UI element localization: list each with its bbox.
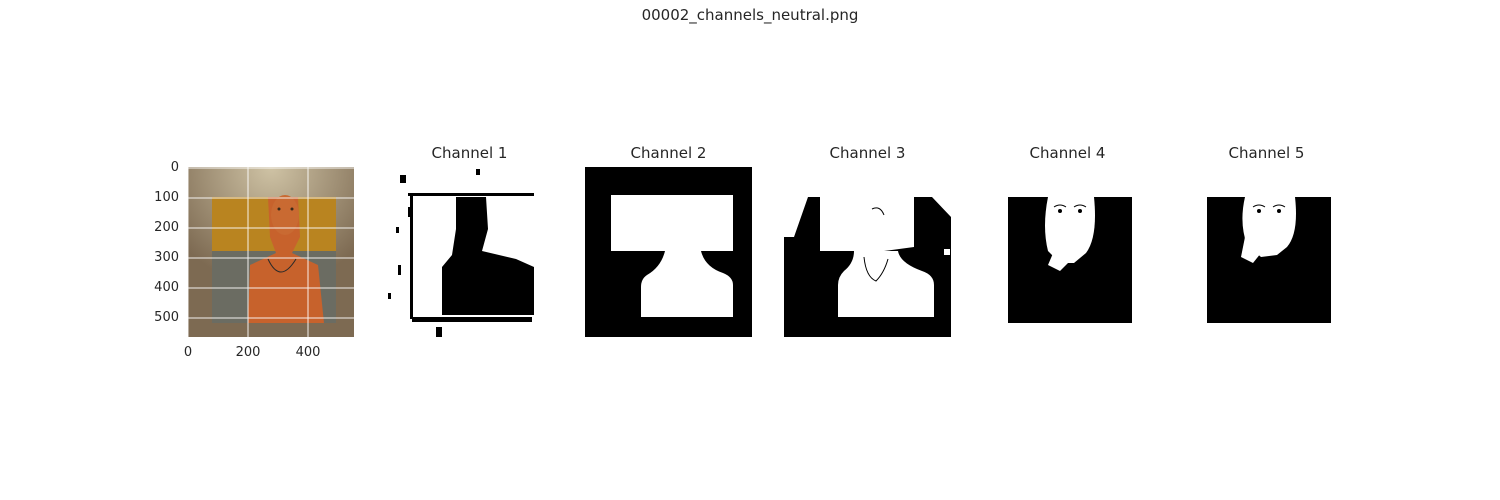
channel-2-mask	[585, 167, 752, 337]
y-tick-label: 0	[170, 160, 179, 175]
x-tick-label: 400	[295, 345, 321, 360]
original-image	[187, 167, 354, 337]
painting-figure	[248, 197, 324, 323]
channel-1-title: Channel 1	[431, 144, 508, 162]
x-tick-label: 200	[235, 345, 261, 360]
y-tick-label: 500	[154, 310, 179, 325]
x-tick-label: 0	[183, 345, 193, 360]
y-tick-label: 200	[154, 220, 179, 235]
channel-4-title: Channel 4	[1029, 144, 1106, 162]
y-tick-label: 100	[154, 190, 179, 205]
channel-2-title: Channel 2	[630, 144, 707, 162]
channel-1-mask	[386, 167, 553, 337]
channel-3-title: Channel 3	[829, 144, 906, 162]
figure-title: 00002_channels_neutral.png	[641, 6, 859, 24]
channel-3-mask	[784, 167, 951, 337]
grid-lines	[187, 167, 354, 337]
channel-5-title: Channel 5	[1228, 144, 1305, 162]
channel-4-mask	[984, 167, 1151, 337]
y-tick-label: 400	[154, 280, 179, 295]
y-tick-label: 300	[154, 250, 179, 265]
channel-5-mask	[1183, 167, 1350, 337]
